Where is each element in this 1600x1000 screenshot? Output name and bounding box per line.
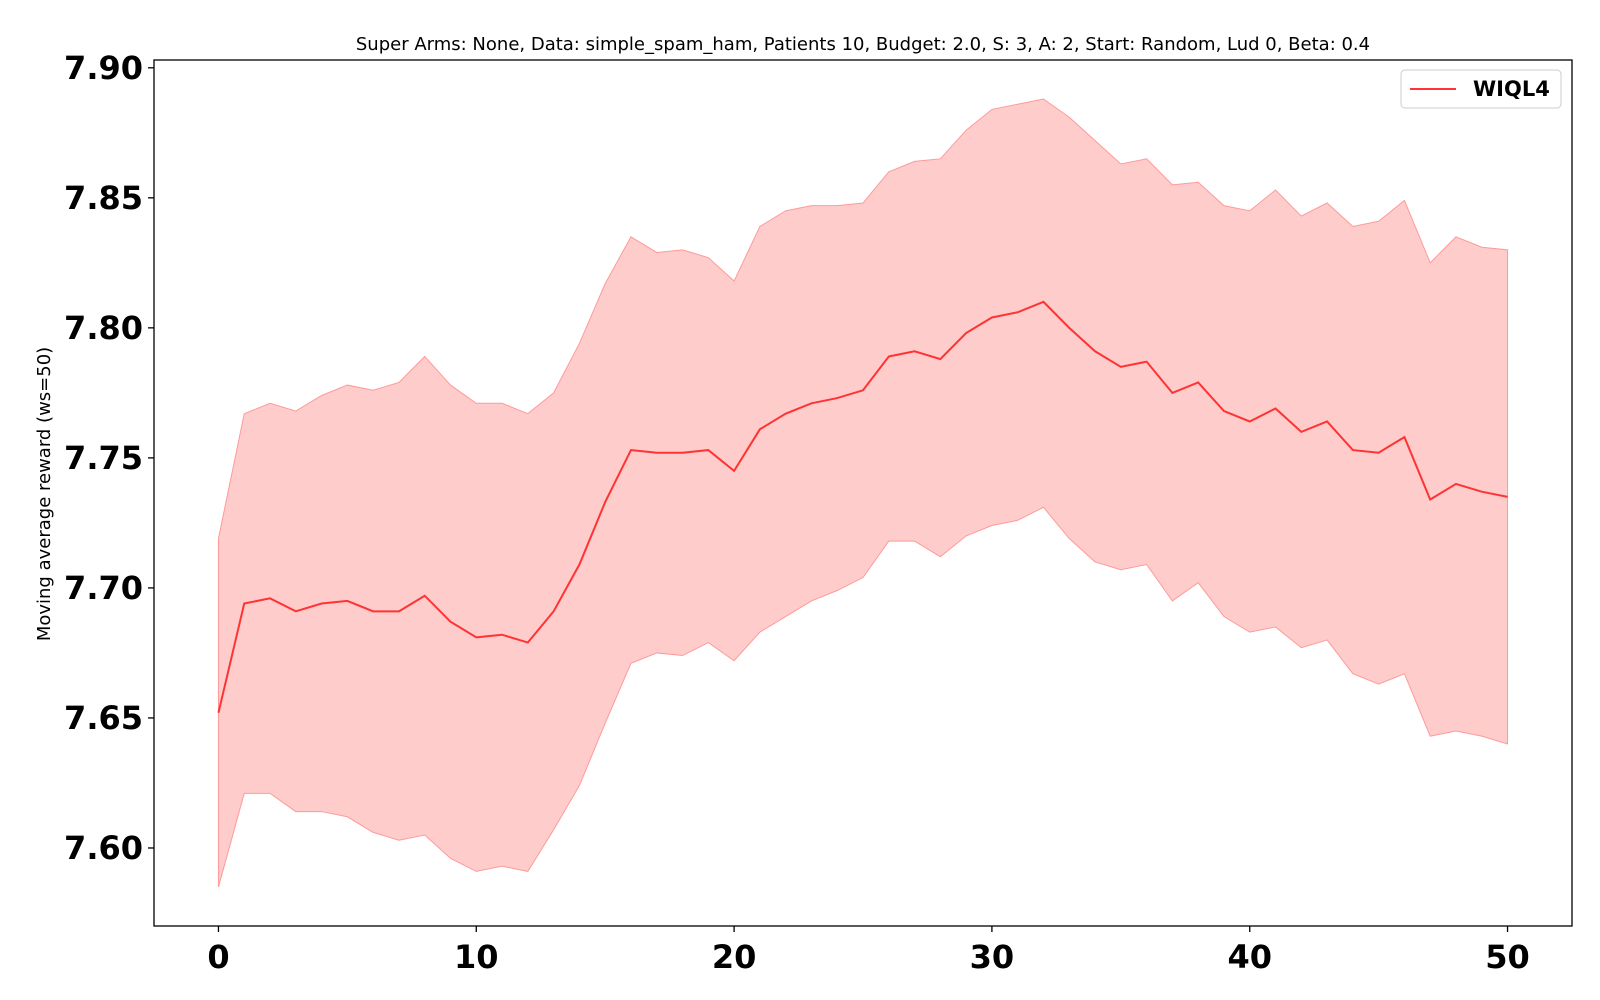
y-tick-label: 7.60 bbox=[64, 829, 143, 867]
x-tick-label: 20 bbox=[712, 938, 757, 976]
y-axis-label: Moving average reward (ws=50) bbox=[34, 347, 55, 641]
y-tick-label: 7.70 bbox=[64, 569, 143, 607]
x-tick-label: 0 bbox=[207, 938, 229, 976]
y-tick-label: 7.85 bbox=[64, 179, 143, 217]
plot-frame bbox=[153, 59, 1573, 927]
y-tick-label: 7.80 bbox=[64, 309, 143, 347]
legend: WIQL4 bbox=[1400, 69, 1562, 109]
x-tick-label: 10 bbox=[454, 938, 499, 976]
confidence-band bbox=[217, 98, 1509, 888]
x-tick-label: 50 bbox=[1485, 938, 1530, 976]
legend-label: WIQL4 bbox=[1473, 77, 1550, 101]
legend-box bbox=[1400, 69, 1562, 109]
axis-ticks: 0 10 20 30 40 50 7.60 7.65 7.70 7.75 7.80 7.85 7.90 bbox=[64, 49, 1530, 976]
plot-area bbox=[217, 98, 1509, 888]
y-tick-label: 7.65 bbox=[64, 699, 143, 737]
y-tick-label: 7.90 bbox=[64, 49, 143, 87]
x-tick-label: 40 bbox=[1227, 938, 1272, 976]
y-tick-label: 7.75 bbox=[64, 439, 143, 477]
chart-title: Super Arms: None, Data: simple_spam_ham,… bbox=[356, 34, 1370, 55]
x-tick-label: 30 bbox=[970, 938, 1015, 976]
series-line bbox=[217, 300, 1508, 713]
